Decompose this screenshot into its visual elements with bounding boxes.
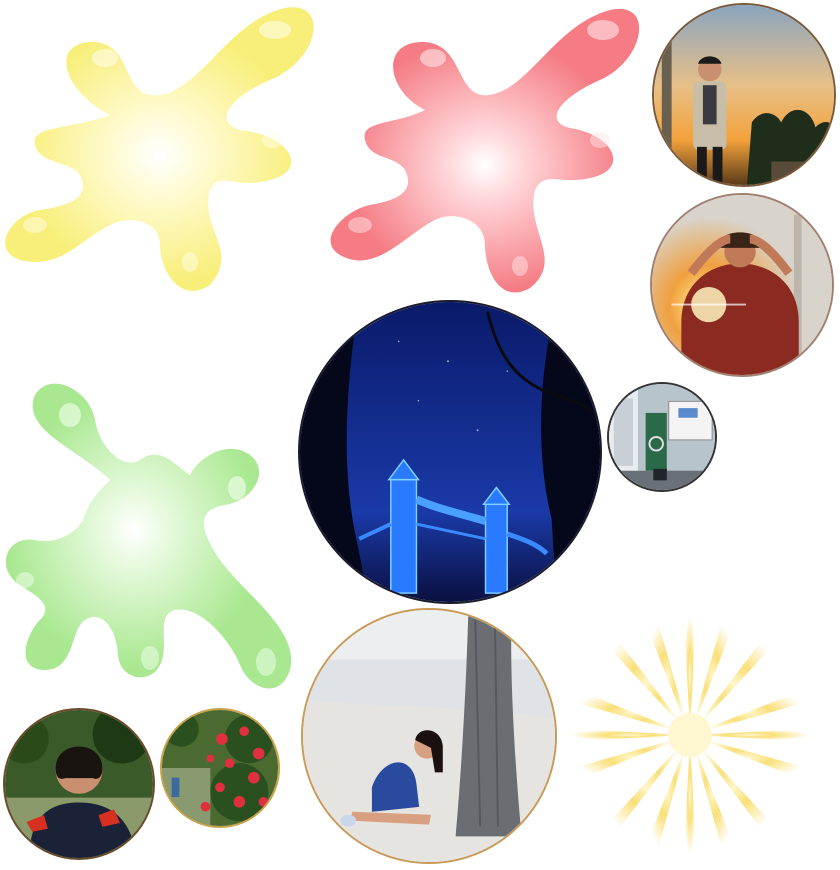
photo-blue-bridge-night (298, 300, 602, 604)
photo-beach-tree (301, 608, 557, 864)
photo-red-flowers (160, 708, 280, 828)
green-splash (0, 380, 300, 705)
yellow-splash (0, 0, 325, 300)
photo-man-sunset (652, 3, 836, 187)
photo-child-garden (3, 708, 155, 860)
sunburst (565, 610, 815, 860)
photo-woman-sunlight (650, 193, 834, 377)
photo-equipment-room (607, 382, 717, 492)
red-splash (325, 0, 650, 300)
